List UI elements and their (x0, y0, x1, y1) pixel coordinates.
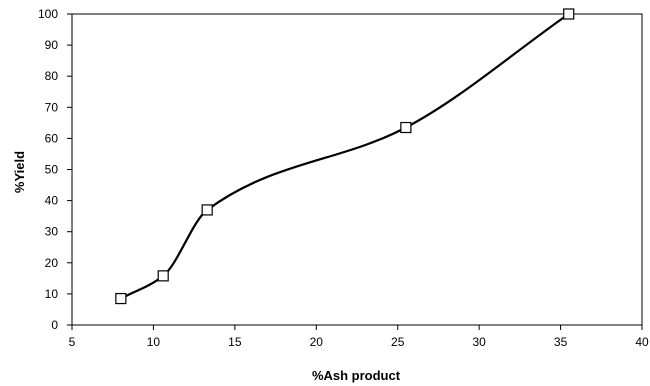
data-point-marker (400, 121, 412, 134)
data-point-marker (201, 204, 213, 216)
y-tick-label: 50 (45, 163, 59, 177)
y-tick-label: 80 (45, 69, 59, 83)
x-tick-label: 25 (391, 335, 405, 349)
data-point-marker (157, 270, 169, 282)
data-point-marker (563, 8, 575, 20)
plot-area (71, 13, 643, 326)
x-tick-label: 40 (635, 335, 649, 349)
x-axis-title: %Ash product (312, 368, 401, 383)
series-curve-layer (120, 13, 570, 300)
y-tick-label: 0 (51, 318, 58, 332)
series-line (120, 13, 570, 300)
x-axis-ticks: 5 10 15 20 25 30 35 40 (69, 325, 649, 349)
x-tick-label: 35 (554, 335, 568, 349)
y-tick-label: 60 (45, 131, 59, 145)
x-tick-label: 5 (69, 335, 76, 349)
y-tick-label: 90 (45, 38, 59, 52)
y-axis-ticks: 0 10 20 30 40 50 60 70 80 90 100 (38, 7, 72, 332)
y-tick-label: 20 (45, 256, 59, 270)
y-tick-label: 30 (45, 225, 59, 239)
x-tick-label: 15 (228, 335, 242, 349)
x-tick-label: 30 (472, 335, 486, 349)
x-tick-label: 20 (310, 335, 324, 349)
series-marker-layer (115, 8, 575, 305)
y-axis-title: %Yield (12, 151, 27, 193)
y-tick-label: 70 (45, 100, 59, 114)
y-tick-label: 40 (45, 194, 59, 208)
y-tick-label: 10 (45, 287, 59, 301)
plot-frame (71, 13, 643, 326)
data-point-marker (115, 292, 127, 305)
y-tick-label: 100 (38, 7, 58, 21)
x-tick-label: 10 (147, 335, 161, 349)
